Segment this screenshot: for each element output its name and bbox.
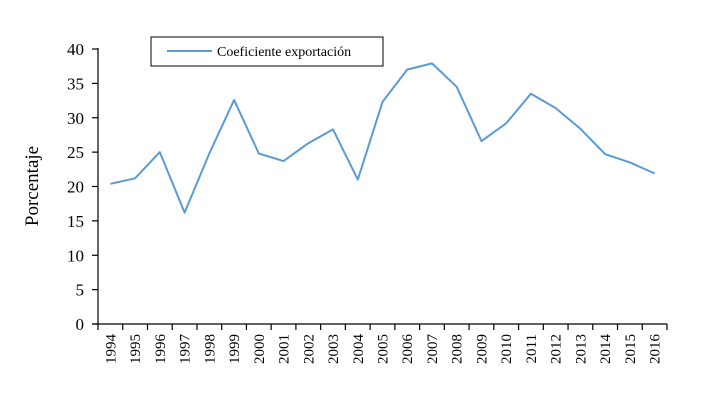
x-tick-label: 1995 xyxy=(128,334,144,364)
x-tick-label: 2016 xyxy=(648,334,664,365)
y-tick-label: 40 xyxy=(67,40,84,59)
x-tick-label: 1996 xyxy=(153,334,169,365)
x-tick-label: 2009 xyxy=(474,334,490,364)
x-tick-label: 2005 xyxy=(376,334,392,364)
x-axis-ticks: 1994 1995 1996 1997 1998 1999 2000 2001 2002 2003… xyxy=(97,324,668,365)
y-tick-label: 15 xyxy=(67,212,84,231)
x-tick-label: 2008 xyxy=(450,334,466,364)
x-tick-label: 2013 xyxy=(573,334,589,364)
x-tick-label: 2015 xyxy=(623,334,639,364)
y-tick-label: 25 xyxy=(67,143,84,162)
y-axis-label: Porcentaje xyxy=(22,146,43,226)
x-tick-label: 2003 xyxy=(326,334,342,364)
y-tick-label: 0 xyxy=(76,315,85,334)
legend-label: Coeficiente exportación xyxy=(217,45,351,60)
x-tick-label: 1994 xyxy=(103,334,119,365)
y-tick-label: 20 xyxy=(67,178,84,197)
series-line-coeficiente-exportacion xyxy=(110,62,656,214)
x-tick-label: 1998 xyxy=(202,334,218,364)
y-tick-label: 35 xyxy=(67,74,84,93)
x-tick-label: 2006 xyxy=(400,334,416,365)
legend: Coeficiente exportación xyxy=(150,36,384,67)
x-tick-label: 2011 xyxy=(524,334,540,363)
y-tick-label: 5 xyxy=(76,281,85,300)
x-tick-label: 2014 xyxy=(598,334,614,365)
x-tick-label: 1997 xyxy=(178,334,194,365)
x-tick-label: 2004 xyxy=(351,334,367,365)
x-tick-label: 2007 xyxy=(425,334,441,365)
x-tick-label: 1999 xyxy=(227,334,243,364)
x-tick-label: 2001 xyxy=(277,334,293,364)
x-tick-label: 2000 xyxy=(252,334,268,364)
y-axis-ticks: 0 5 10 15 20 25 30 35 40 xyxy=(67,40,98,334)
y-tick-label: 10 xyxy=(67,246,84,265)
y-tick-label: 30 xyxy=(67,109,84,128)
x-tick-label: 2012 xyxy=(549,334,565,364)
x-tick-label: 2002 xyxy=(301,334,317,364)
x-tick-label: 2010 xyxy=(499,334,515,364)
